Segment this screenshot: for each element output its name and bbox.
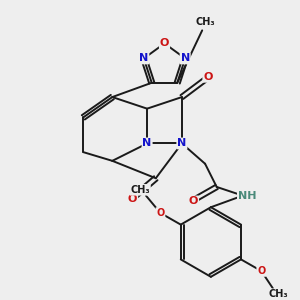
Text: O: O bbox=[203, 72, 213, 82]
Text: N: N bbox=[181, 53, 190, 64]
Text: O: O bbox=[156, 208, 165, 218]
Text: O: O bbox=[128, 194, 137, 203]
Text: CH₃: CH₃ bbox=[195, 17, 215, 27]
Text: CH₃: CH₃ bbox=[130, 185, 150, 195]
Text: NH: NH bbox=[238, 190, 256, 201]
Text: N: N bbox=[142, 138, 152, 148]
Text: O: O bbox=[257, 266, 266, 276]
Text: CH₃: CH₃ bbox=[269, 289, 289, 299]
Text: O: O bbox=[189, 196, 198, 206]
Text: N: N bbox=[139, 53, 148, 64]
Text: N: N bbox=[177, 138, 187, 148]
Text: O: O bbox=[160, 38, 169, 48]
